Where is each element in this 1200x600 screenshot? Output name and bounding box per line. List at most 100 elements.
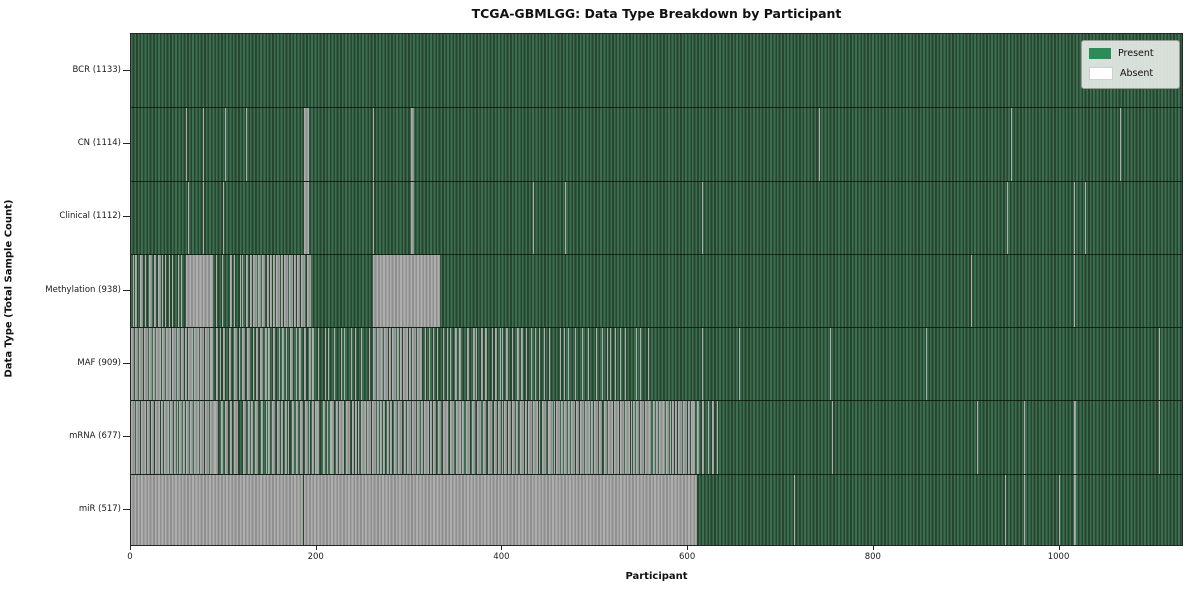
absent-run [389, 328, 391, 401]
absent-run [511, 328, 513, 401]
absent-run [450, 328, 452, 401]
absent-run [620, 328, 622, 401]
x-tick [501, 546, 503, 550]
absent-run [258, 254, 261, 328]
absent-run [1074, 254, 1076, 328]
absent-run [336, 401, 339, 474]
absent-run [288, 254, 293, 328]
absent-run [971, 254, 973, 328]
absent-run [424, 401, 430, 474]
absent-run [287, 401, 289, 474]
absent-run [203, 108, 205, 181]
absent-run [702, 181, 703, 254]
legend-swatch-present [1089, 48, 1111, 59]
absent-run [1124, 474, 1126, 545]
absent-run [249, 254, 252, 328]
absent-run [373, 181, 375, 254]
x-tick-label: 800 [864, 552, 881, 562]
absent-run [482, 401, 486, 474]
absent-run [544, 328, 546, 401]
absent-run [296, 401, 299, 474]
y-tick-label-mRNA: mRNA (677) [69, 431, 121, 442]
absent-run [630, 401, 633, 474]
absent-run [281, 254, 284, 328]
row-CN [131, 107, 1182, 181]
absent-run [571, 401, 575, 474]
absent-run [1158, 401, 1160, 474]
absent-run [234, 254, 235, 328]
absent-run [153, 328, 156, 401]
absent-run [144, 254, 146, 328]
absent-run [155, 401, 160, 474]
absent-run [594, 401, 599, 474]
absent-run [976, 401, 978, 474]
absent-run [556, 401, 560, 474]
absent-run [739, 328, 741, 401]
absent-run [166, 328, 171, 401]
absent-run [563, 401, 568, 474]
absent-run [339, 401, 344, 474]
absent-run [472, 328, 475, 401]
absent-run [164, 401, 170, 474]
absent-run [357, 401, 360, 474]
absent-run [599, 401, 602, 474]
absent-run [617, 254, 619, 328]
absent-run [547, 401, 549, 474]
absent-run [199, 401, 205, 474]
absent-run [221, 401, 223, 474]
absent-run [140, 254, 144, 328]
absent-run [329, 401, 331, 474]
row-Clinical [131, 180, 1182, 254]
absent-run [340, 328, 342, 401]
absent-run [408, 328, 412, 401]
absent-run [382, 401, 386, 474]
plot-area [130, 33, 1183, 546]
absent-run [314, 401, 317, 474]
absent-run [297, 254, 300, 328]
absent-run [403, 328, 408, 401]
absent-run [317, 328, 319, 401]
absent-run [659, 401, 665, 474]
absent-run [296, 328, 298, 401]
absent-run [520, 401, 524, 474]
absent-run [270, 254, 273, 328]
absent-run [429, 328, 430, 401]
absent-run [291, 401, 295, 474]
absent-run [175, 254, 177, 328]
absent-run [613, 401, 620, 474]
absent-run [677, 401, 682, 474]
absent-run [603, 401, 608, 474]
absent-run [368, 328, 370, 401]
absent-run [563, 328, 565, 401]
y-tick-label-miR: miR (517) [78, 504, 121, 515]
absent-run [443, 401, 448, 474]
absent-run [925, 328, 927, 401]
absent-run [398, 401, 403, 474]
row-Methylation [131, 253, 1182, 328]
absent-run [185, 401, 190, 474]
absent-run [830, 328, 832, 401]
absent-run [1074, 474, 1077, 545]
absent-run [273, 254, 275, 328]
absent-run [1024, 474, 1026, 545]
x-tick [687, 546, 689, 550]
absent-run [516, 401, 519, 474]
absent-run [697, 401, 700, 474]
absent-run [181, 328, 184, 401]
absent-run [272, 401, 275, 474]
absent-run [234, 328, 237, 401]
absent-run [171, 328, 176, 401]
absent-run [620, 401, 625, 474]
absent-run [462, 328, 464, 401]
absent-run [458, 328, 461, 401]
absent-run [675, 401, 677, 474]
absent-run [455, 328, 457, 401]
absent-run [432, 328, 434, 401]
absent-run [645, 401, 651, 474]
absent-run [497, 401, 501, 474]
legend-swatch-absent [1089, 67, 1113, 80]
row-mRNA [131, 400, 1182, 474]
absent-run [492, 328, 494, 401]
absent-run [669, 401, 672, 474]
absent-run [644, 328, 646, 401]
